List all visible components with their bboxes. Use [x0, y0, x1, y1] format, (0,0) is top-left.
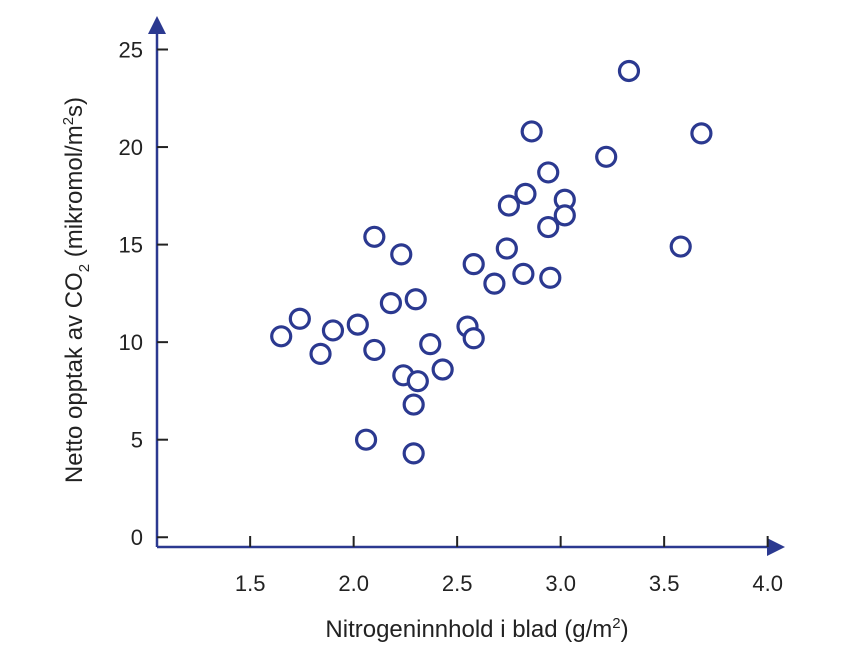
- data-point: [404, 288, 427, 311]
- data-point: [462, 327, 485, 350]
- y-tick-label: 25: [119, 38, 143, 63]
- data-point: [669, 235, 692, 258]
- x-tick-label: 3.0: [545, 571, 576, 596]
- y-tick-label: 10: [119, 330, 143, 355]
- y-axis-title-sup: 2: [60, 117, 77, 125]
- data-point: [288, 307, 311, 330]
- data-point: [553, 204, 576, 227]
- x-axis-title-main: Nitrogeninnhold i blad (g/m: [325, 616, 612, 643]
- data-point: [537, 161, 560, 184]
- x-tick-label: 2.0: [338, 571, 369, 596]
- data-point: [462, 253, 485, 276]
- data-point: [270, 325, 293, 348]
- y-axis-ticks: 0 5 10 15 20 25: [119, 38, 168, 550]
- y-axis-title-part3: s): [61, 97, 88, 117]
- data-point: [346, 313, 369, 336]
- x-axis-title-sup: 2: [612, 615, 620, 632]
- y-tick-label: 15: [119, 233, 143, 258]
- data-point: [402, 393, 425, 416]
- data-point: [537, 215, 560, 239]
- data-point: [595, 145, 618, 168]
- y-tick-label: 5: [131, 428, 143, 453]
- data-point: [617, 59, 641, 83]
- x-tick-label: 2.5: [442, 571, 473, 596]
- x-axis-title-end: ): [621, 616, 629, 643]
- data-point: [309, 342, 332, 365]
- data-point: [520, 120, 543, 143]
- data-point: [514, 182, 537, 205]
- x-tick-label: 1.5: [235, 571, 266, 596]
- y-axis-title-part1: Netto opptak av CO: [61, 272, 88, 483]
- x-tick-label: 3.5: [649, 571, 680, 596]
- y-axis-title-sub: 2: [76, 264, 93, 272]
- y-axis-title-part2: (mikromol/m: [61, 125, 88, 264]
- y-tick-label: 20: [119, 135, 143, 160]
- data-point: [390, 243, 413, 266]
- data-point: [419, 333, 442, 356]
- x-tick-label: 4.0: [752, 571, 783, 596]
- data-point: [497, 194, 520, 217]
- data-point: [402, 442, 425, 465]
- data-point: [495, 237, 518, 260]
- data-point: [321, 319, 345, 342]
- x-axis-arrow: [767, 538, 785, 556]
- y-axis-arrow: [148, 16, 166, 34]
- data-point: [379, 292, 403, 315]
- x-axis-title: Nitrogeninnhold i blad (g/m2): [325, 615, 628, 643]
- x-axis-ticks: 1.5 2.0 2.5 3.0 3.5 4.0: [235, 536, 783, 596]
- data-point: [512, 262, 535, 285]
- y-tick-label: 0: [131, 525, 143, 550]
- data-point: [363, 338, 386, 362]
- data-points: [270, 59, 713, 465]
- y-axis-title: Netto opptak av CO2 (mikromol/m2s): [60, 97, 93, 483]
- data-point: [431, 358, 454, 381]
- data-point: [354, 428, 378, 451]
- data-point: [483, 272, 506, 295]
- data-point: [363, 225, 386, 248]
- data-point: [539, 266, 562, 289]
- data-point: [406, 370, 429, 393]
- axes: [148, 16, 785, 556]
- data-point: [690, 122, 713, 145]
